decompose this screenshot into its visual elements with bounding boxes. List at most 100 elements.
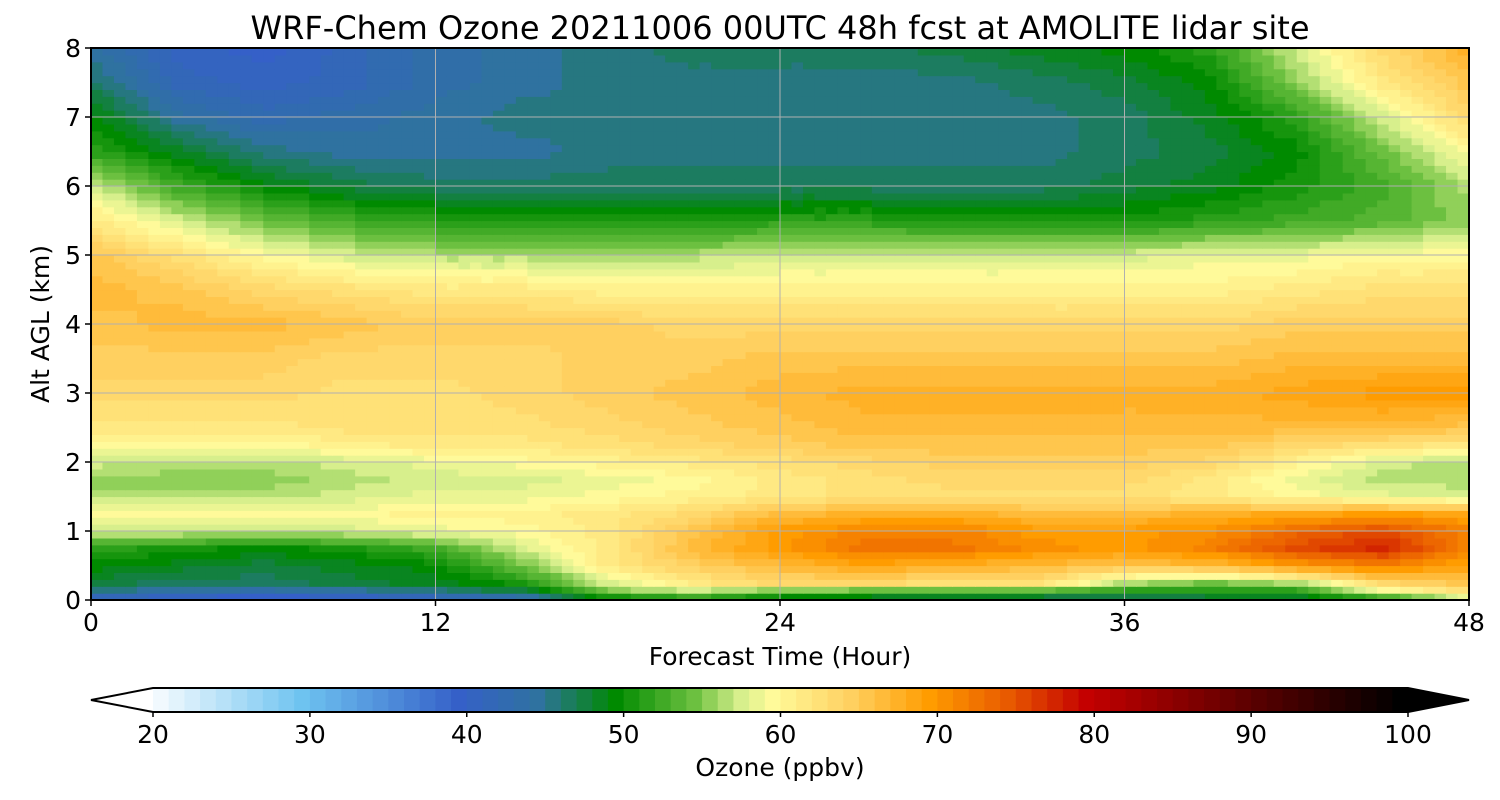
ozone-cell xyxy=(998,379,1011,387)
ozone-cell xyxy=(630,344,643,353)
ozone-cell xyxy=(1044,365,1057,373)
ozone-cell xyxy=(642,503,655,511)
ozone-cell xyxy=(343,510,356,518)
ozone-cell xyxy=(1400,330,1413,339)
ozone-cell xyxy=(757,393,770,401)
ozone-cell xyxy=(1273,379,1286,387)
ozone-cell xyxy=(1331,317,1344,325)
ozone-cell xyxy=(412,558,425,567)
ozone-cell xyxy=(1078,565,1091,573)
ozone-cell xyxy=(1434,565,1447,573)
ozone-cell xyxy=(515,330,528,339)
ozone-cell xyxy=(240,365,253,373)
ozone-cell xyxy=(1135,386,1149,394)
ozone-cell xyxy=(1296,517,1309,525)
ozone-cell xyxy=(768,448,781,456)
ozone-cell xyxy=(699,510,712,518)
ozone-cell xyxy=(125,365,138,373)
ozone-cell xyxy=(1078,324,1091,332)
ozone-cell xyxy=(1446,379,1459,387)
ozone-cell xyxy=(1388,365,1401,373)
ozone-cell xyxy=(538,386,551,394)
ozone-cell xyxy=(355,531,368,539)
ozone-cell xyxy=(550,413,563,422)
ozone-cell xyxy=(676,468,689,477)
ozone-cell xyxy=(952,517,965,525)
ozone-cell xyxy=(550,593,563,601)
ozone-cell xyxy=(1044,503,1057,511)
ozone-cell xyxy=(1400,393,1413,401)
ozone-cell xyxy=(332,462,345,470)
ozone-cell xyxy=(412,358,425,366)
ozone-cell xyxy=(883,517,896,525)
ozone-cell xyxy=(1078,524,1091,532)
ozone-cell xyxy=(619,489,632,498)
ozone-cell xyxy=(1423,406,1436,415)
ozone-cell xyxy=(297,544,310,553)
ozone-cell xyxy=(1170,489,1183,498)
ozone-cell xyxy=(1021,558,1034,567)
ozone-cell xyxy=(171,468,184,477)
ozone-cell xyxy=(1239,448,1252,456)
ozone-cell xyxy=(1434,358,1447,366)
ozone-cell xyxy=(699,337,712,346)
ozone-cell xyxy=(458,420,471,429)
ozone-cell xyxy=(91,337,104,346)
ozone-cell xyxy=(1021,579,1034,587)
ozone-cell xyxy=(171,475,184,484)
ozone-cell xyxy=(1204,565,1217,573)
ozone-cell xyxy=(389,544,402,553)
ozone-cell xyxy=(217,572,230,580)
ozone-cell xyxy=(963,441,976,449)
ozone-cell xyxy=(757,468,770,477)
ozone-cell xyxy=(653,448,666,456)
ozone-cell xyxy=(1457,386,1470,394)
ozone-cell xyxy=(240,386,253,394)
ozone-cell xyxy=(435,551,448,560)
ozone-cell xyxy=(1009,579,1022,587)
ozone-cell xyxy=(1135,489,1149,498)
ozone-cell xyxy=(1009,503,1022,511)
ozone-cell xyxy=(1124,531,1137,539)
ozone-cell xyxy=(1055,441,1068,449)
ozone-cell xyxy=(561,551,574,560)
ozone-cell xyxy=(240,489,253,498)
ozone-cell xyxy=(1021,427,1034,435)
ozone-cell xyxy=(883,372,896,380)
ozone-cell xyxy=(665,551,678,560)
ozone-cell xyxy=(814,379,827,387)
ozone-cell xyxy=(1342,441,1355,449)
ozone-cell xyxy=(1446,531,1459,539)
ozone-cell xyxy=(1331,358,1344,366)
ozone-cell xyxy=(469,420,483,429)
ozone-cell xyxy=(917,372,930,380)
ozone-cell xyxy=(159,565,172,573)
ozone-cell xyxy=(1262,593,1275,601)
ozone-cell xyxy=(1377,351,1390,360)
ozone-cell xyxy=(917,330,930,339)
ozone-cell xyxy=(607,365,620,373)
ozone-cell xyxy=(492,379,505,387)
ozone-cell xyxy=(722,531,735,539)
ozone-cell xyxy=(734,510,747,518)
ozone-cell xyxy=(205,462,218,470)
ozone-cell xyxy=(286,420,299,429)
ozone-cell xyxy=(1032,537,1045,546)
ozone-cell xyxy=(1021,551,1034,560)
ozone-cell xyxy=(665,468,678,477)
ozone-cell xyxy=(1434,510,1447,518)
ozone-cell xyxy=(1135,565,1149,573)
ozone-cell xyxy=(217,441,230,449)
ozone-cell xyxy=(1365,358,1378,366)
ozone-cell xyxy=(1319,503,1332,511)
ozone-cell xyxy=(366,579,379,587)
ozone-cell xyxy=(665,544,678,553)
ozone-cell xyxy=(1055,406,1068,415)
ozone-cell xyxy=(1124,324,1137,332)
ozone-cell xyxy=(1388,468,1401,477)
ozone-cell xyxy=(412,406,425,415)
ozone-cell xyxy=(228,406,241,415)
ozone-cell xyxy=(1446,372,1459,380)
ozone-cell xyxy=(561,337,574,346)
ozone-cell xyxy=(676,406,689,415)
